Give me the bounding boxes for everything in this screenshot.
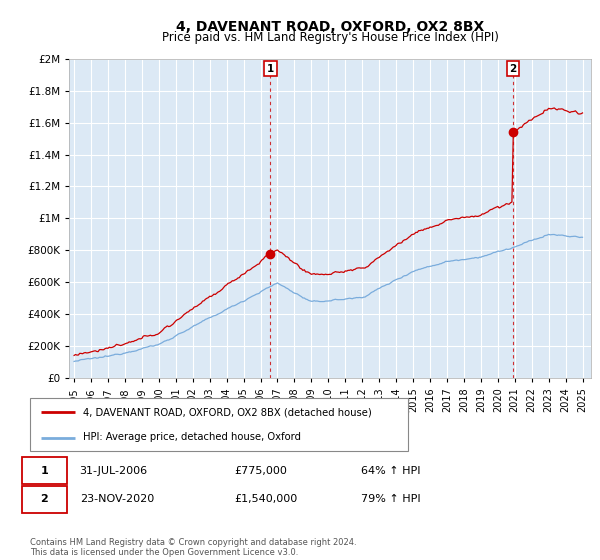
Text: 31-JUL-2006: 31-JUL-2006 [80,465,148,475]
Text: 79% ↑ HPI: 79% ↑ HPI [361,494,421,505]
Text: £1,540,000: £1,540,000 [234,494,298,505]
Text: 4, DAVENANT ROAD, OXFORD, OX2 8BX (detached house): 4, DAVENANT ROAD, OXFORD, OX2 8BX (detac… [83,408,371,418]
Text: 4, DAVENANT ROAD, OXFORD, OX2 8BX: 4, DAVENANT ROAD, OXFORD, OX2 8BX [176,20,484,34]
Text: 2: 2 [509,64,517,73]
FancyBboxPatch shape [22,457,67,484]
FancyBboxPatch shape [22,487,67,514]
Text: 23-NOV-2020: 23-NOV-2020 [80,494,154,505]
Text: Price paid vs. HM Land Registry's House Price Index (HPI): Price paid vs. HM Land Registry's House … [161,31,499,44]
Text: £775,000: £775,000 [234,465,287,475]
Text: 2: 2 [40,494,48,505]
Text: HPI: Average price, detached house, Oxford: HPI: Average price, detached house, Oxfo… [83,432,301,442]
Text: Contains HM Land Registry data © Crown copyright and database right 2024.
This d: Contains HM Land Registry data © Crown c… [30,538,356,557]
Text: 1: 1 [267,64,274,73]
FancyBboxPatch shape [30,398,408,451]
Text: 64% ↑ HPI: 64% ↑ HPI [361,465,421,475]
Text: 1: 1 [40,465,48,475]
